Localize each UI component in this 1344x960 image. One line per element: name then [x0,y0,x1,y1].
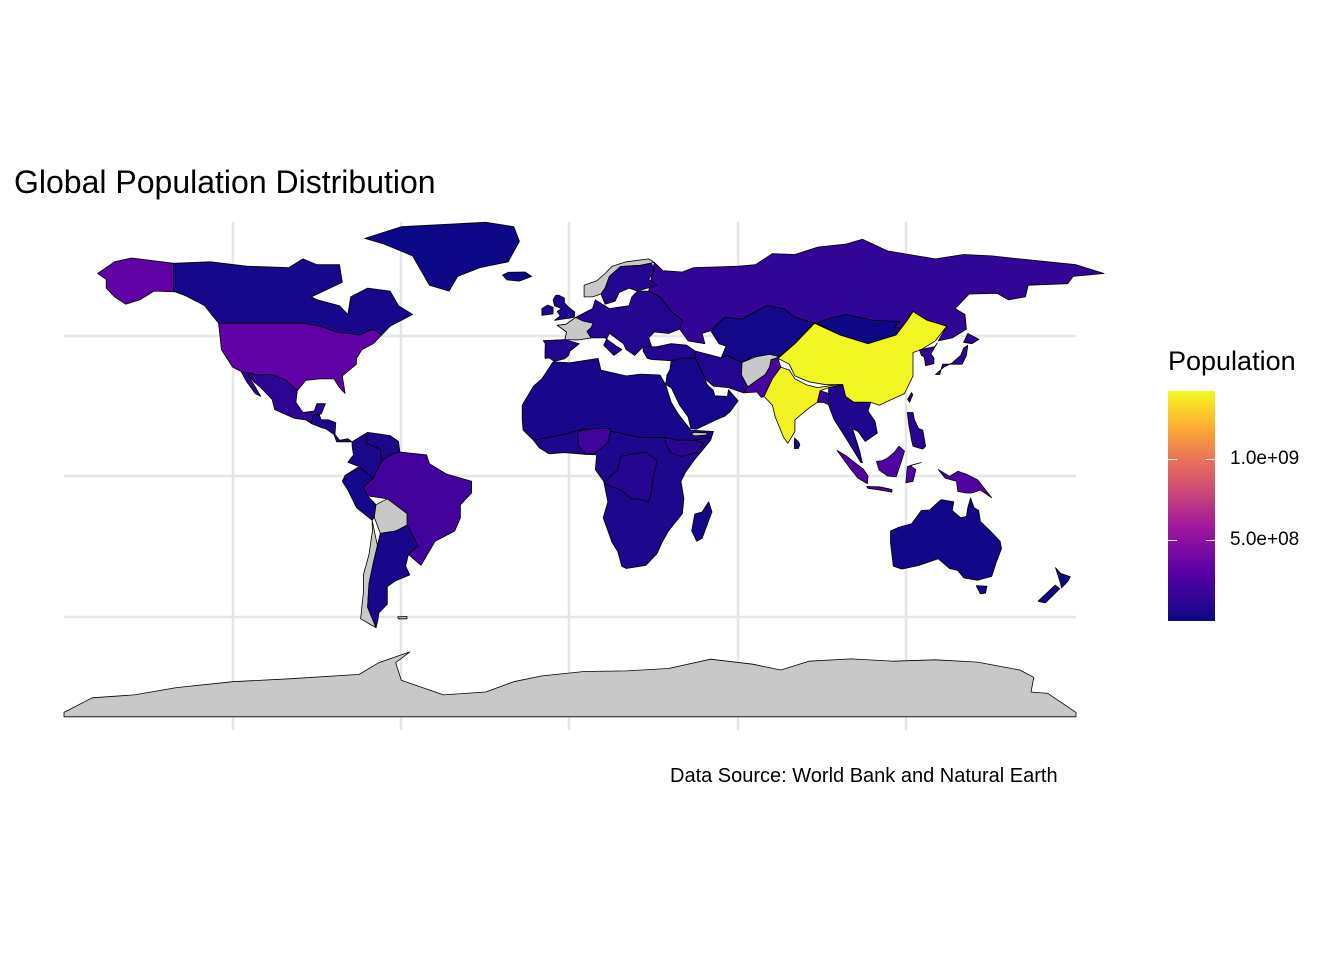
country-new-guinea [937,469,993,499]
legend-colorbar [1168,391,1215,621]
country-somaliland [690,432,708,437]
country-sweden-finland [600,262,658,305]
legend-title: Population [1168,346,1296,376]
country-france [556,317,594,341]
country-philippines [906,412,926,450]
country-nigeria [577,428,612,455]
country-india [763,366,844,444]
country-hokkaido [963,333,980,345]
country-africa-north [521,358,714,441]
map-title: Global Population Distribution [14,164,436,200]
country-iceland [502,271,533,282]
country-sulawesi [905,462,922,484]
country-bangladesh [817,390,831,406]
country-ethiopia [665,437,704,457]
country-taiwan [907,392,914,403]
country-korea-japan [919,342,938,367]
country-new-zealand [1055,567,1071,589]
country-indonesia-java [866,486,893,493]
country-central-america [311,414,353,443]
country-madagascar [691,501,713,542]
country-australia [890,497,1002,581]
country-iberia [542,339,580,362]
country-china [777,311,948,406]
country-alaska [97,257,186,305]
country-japan [935,344,969,375]
legend-tick [1206,459,1215,461]
country-borneo [876,445,905,478]
country-brazil [363,451,472,566]
map-caption: Data Source: World Bank and Natural Eart… [670,765,1058,787]
country-falkland-islands [397,616,408,620]
countries [63,221,1105,718]
country-indonesia-sumatra [836,450,869,484]
country-dr-congo [604,451,658,503]
country-sri-lanka [793,437,801,449]
country-new-zealand-south [1037,584,1061,604]
country-southeast-asia [828,384,878,464]
legend-tick [1168,540,1177,542]
country-ireland [541,304,554,316]
legend-tick [1168,459,1177,461]
legend-label: 1.0e+09 [1230,448,1300,470]
legend-label: 5.0e+08 [1230,529,1300,551]
country-central-asia [710,305,815,363]
country-united-kingdom [552,294,576,321]
legend-tick [1206,540,1215,542]
country-tasmania [975,585,988,595]
country-antarctica [63,651,1077,718]
country-argentina [367,524,419,628]
country-greenland [364,221,520,292]
